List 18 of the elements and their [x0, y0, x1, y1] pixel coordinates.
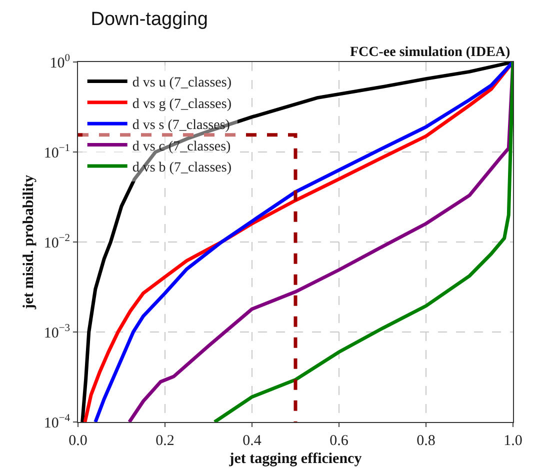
legend-label: d vs u (7_classes) [132, 76, 232, 91]
x-tick-label: 1.0 [504, 433, 522, 449]
x-tick-label: 0.8 [416, 433, 436, 449]
y-tick-label: 10$^{−3}$ [44, 322, 70, 342]
x-tick-label: 0.2 [156, 433, 174, 449]
x-tick-label: 0.6 [330, 433, 349, 449]
x-tick-label: 0.0 [68, 433, 88, 449]
y-axis-title: jet misid. probability [21, 174, 38, 310]
legend-label: d vs b (7_classes) [132, 160, 232, 176]
x-tick-label: 0.4 [242, 433, 262, 449]
y-tick-label: 10$^{0}$ [50, 52, 70, 72]
text: FCC-ee simulation (IDEA) [350, 45, 511, 60]
x-axis-title: jet tagging efficiency [228, 451, 362, 467]
y-tick-label: 10$^{−1}$ [44, 142, 70, 162]
y-tick-label: 10$^{−4}$ [44, 412, 71, 432]
legend-label: d vs g (7_classes) [132, 96, 232, 112]
chart-title: Down-tagging [90, 9, 208, 30]
y-tick-label: 10$^{−2}$ [44, 232, 70, 252]
